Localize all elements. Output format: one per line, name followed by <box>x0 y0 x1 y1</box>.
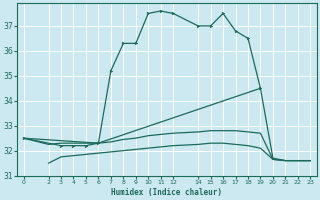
X-axis label: Humidex (Indice chaleur): Humidex (Indice chaleur) <box>111 188 222 197</box>
